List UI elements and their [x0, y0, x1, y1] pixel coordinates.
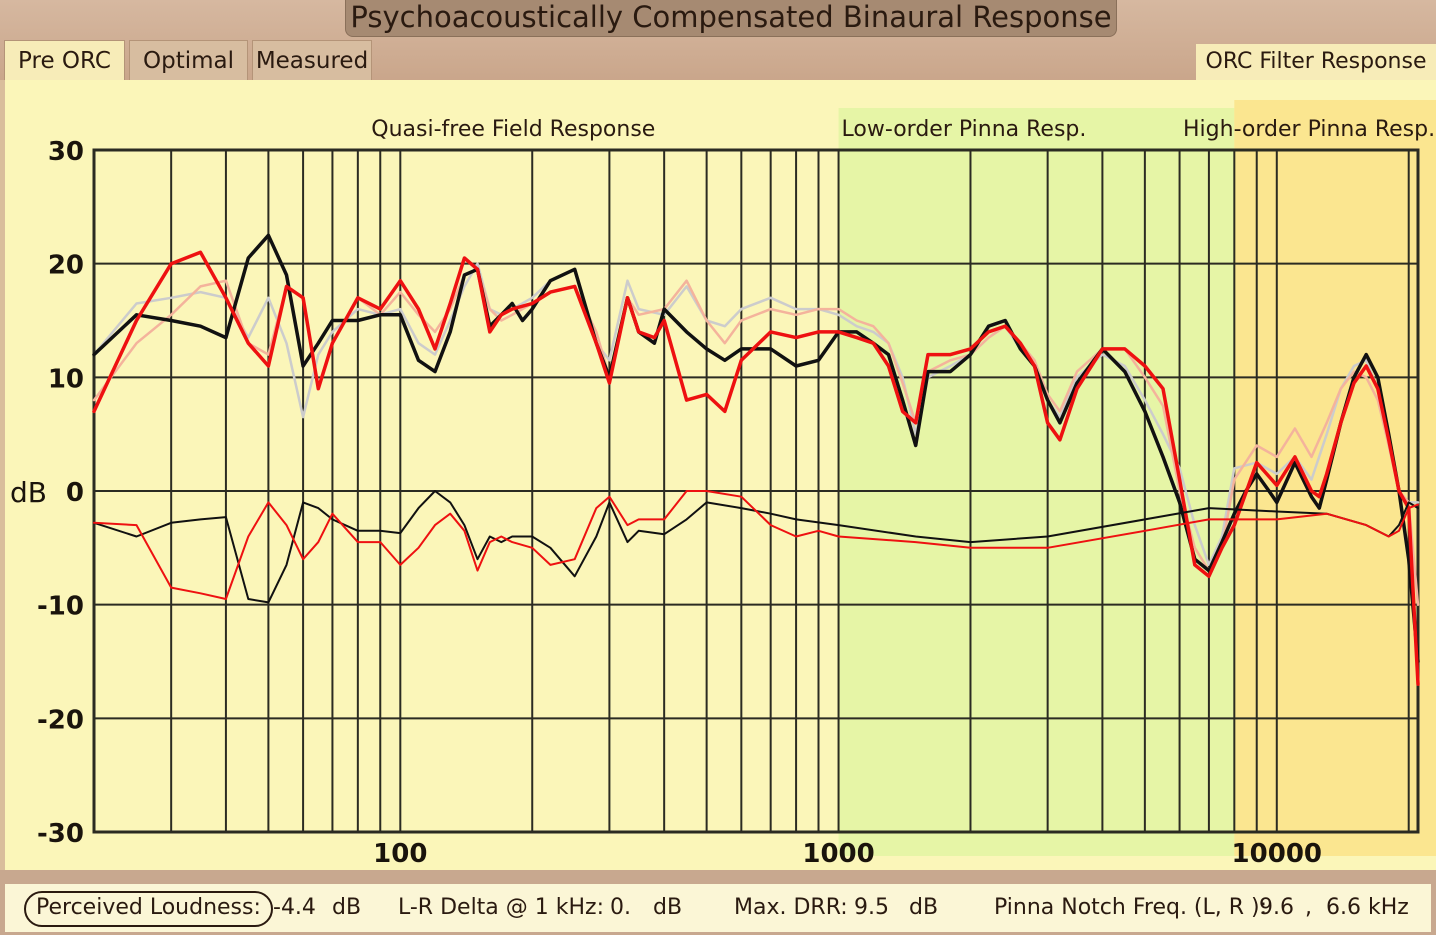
max-drr-unit: dB	[909, 895, 939, 920]
y-tick-label: 0	[66, 478, 84, 508]
y-tick-label: 10	[48, 364, 84, 394]
y-tick-label: -20	[37, 705, 84, 735]
series-line-left-background	[92, 262, 1420, 567]
status-bar: Perceived Loudness: -4.4 dB L-R Delta @ …	[5, 884, 1431, 932]
loudness-unit: dB	[332, 895, 362, 920]
zone-label-0: Quasi-free Field Response	[371, 117, 655, 142]
pinna-notch-left: 9.6	[1259, 895, 1294, 920]
window-title: Psychoacoustically Compensated Binaural …	[345, 0, 1117, 37]
zone-label-2: High-order Pinna Resp.	[1183, 117, 1435, 142]
tab-measured[interactable]: Measured	[252, 40, 372, 80]
y-tick-label: 20	[48, 251, 84, 281]
y-tick-label: -30	[37, 819, 84, 849]
pinna-notch-separator: ,	[1305, 895, 1312, 920]
lr-delta-value: 0.	[610, 895, 631, 920]
zone-label-1: Low-order Pinna Resp.	[842, 117, 1087, 142]
binaural-response-chart: Quasi-free Field Response Low-order Pinna…	[10, 100, 1436, 869]
series-line-right-orc-filter	[93, 490, 1419, 600]
y-tick-label: 30	[48, 137, 84, 167]
plot-frame	[92, 148, 1420, 834]
max-drr-label: Max. DRR:	[734, 895, 848, 920]
series-line-right-main	[92, 250, 1420, 686]
x-tick-label: 1000	[802, 839, 874, 869]
series-line-right-background	[92, 268, 1420, 606]
lr-delta-label: L-R Delta @ 1 kHz:	[398, 895, 605, 920]
y-axis-label: dB	[10, 476, 47, 509]
orc-filter-response-button[interactable]: ORC Filter Response	[1196, 44, 1436, 80]
y-tick-label: -10	[37, 592, 84, 622]
perceived-loudness-button[interactable]: Perceived Loudness:	[24, 891, 273, 927]
max-drr-value: 9.5	[854, 895, 889, 920]
pinna-notch-right: 6.6 kHz	[1326, 895, 1409, 920]
x-tick-label: 100	[373, 839, 427, 869]
tab-optimal[interactable]: Optimal	[129, 40, 248, 80]
loudness-value: -4.4	[273, 895, 316, 920]
tab-pre-orc[interactable]: Pre ORC	[4, 40, 125, 80]
series-line-left-main	[92, 233, 1420, 664]
x-tick-label: 10000	[1232, 839, 1322, 869]
zone-background-2	[1234, 100, 1436, 856]
zone-background-1	[838, 108, 1235, 856]
pinna-notch-label: Pinna Notch Freq. (L, R ):	[994, 895, 1268, 920]
lr-delta-unit: dB	[653, 895, 683, 920]
